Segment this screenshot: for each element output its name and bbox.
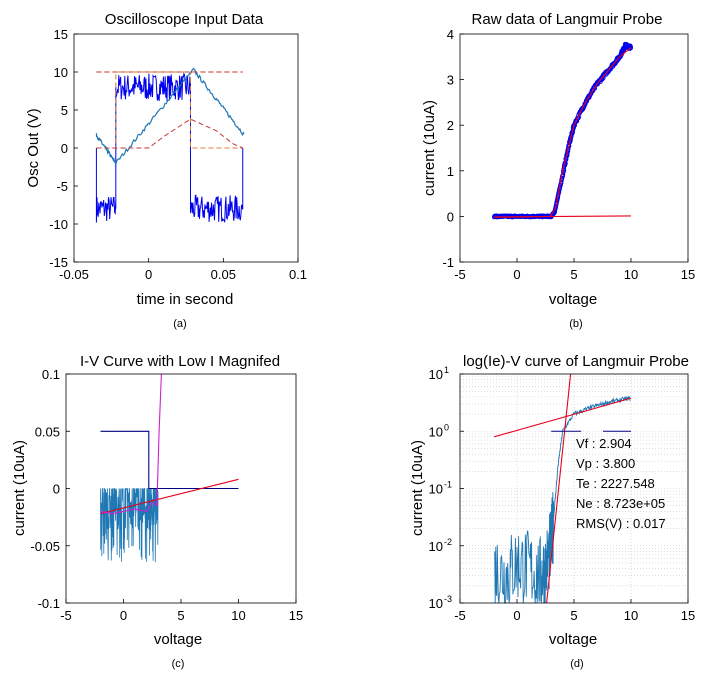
chart-b-series-2 [494, 215, 632, 218]
chart-b-xtick-label: 0 [513, 267, 520, 282]
chart-d-xtick-label: 10 [624, 608, 638, 623]
chart-b-ytick-label: 2 [447, 118, 454, 133]
chart-a-ylabel: Osc Out (V) [25, 108, 42, 187]
chart-d-xtick-label: 5 [570, 608, 577, 623]
chart-c-plot-area: -5 0 5 10 15 -0.1 -0.05 0 0.05 0.1 [30, 367, 303, 623]
chart-b-title: Raw data of Langmuir Probe [472, 11, 663, 28]
chart-a-series-0 [95, 72, 244, 223]
chart-a-ytick-label: -10 [49, 217, 68, 232]
chart-a-ytick-label: 0 [61, 141, 68, 156]
chart-b-ytick-label: 1 [447, 164, 454, 179]
chart-d-ytick-exponent: -2 [444, 537, 452, 547]
chart-c-series-3 [100, 373, 162, 515]
chart-b-ytick-label: 0 [447, 209, 454, 224]
chart-c-xtick-label: 15 [289, 608, 303, 623]
chart-d-annotation: RMS(V) : 0.017 [576, 516, 666, 531]
chart-d-xlabel: voltage [549, 631, 597, 648]
chart-d-annotation: Vf : 2.904 [576, 436, 632, 451]
chart-b-ytick-label: 3 [447, 73, 454, 88]
chart-a-series-4 [96, 118, 243, 149]
chart-b-axes-box [459, 33, 689, 263]
chart-d-xtick-label: -5 [454, 608, 466, 623]
chart-b-ytick-label: -1 [442, 255, 454, 270]
chart-b-ylabel: current (10uA) [421, 100, 438, 196]
chart-d: log(Ie)-V curve of Langmuir Probe voltag… [409, 353, 695, 670]
chart-a-ytick-label: 5 [61, 103, 68, 118]
chart-d-ytick-label: 10 [429, 424, 443, 439]
chart-d-annotation: Te : 2227.548 [576, 476, 655, 491]
chart-d-ytick-label: 10 [429, 482, 443, 497]
chart-a-xtick-label: 0.1 [289, 267, 307, 282]
chart-a-series-1 [95, 67, 245, 167]
chart-a-xlabel: time in second [137, 291, 234, 308]
chart-c-xtick-label: 5 [177, 608, 184, 623]
chart-c-series-2 [100, 478, 239, 515]
chart-a-ytick-label: -15 [49, 255, 68, 270]
chart-a-ytick-label: 10 [54, 65, 68, 80]
chart-d-xtick-label: 15 [681, 608, 695, 623]
chart-d-ytick-exponent: -1 [444, 480, 452, 490]
chart-d-annotation: Vp : 3.800 [576, 456, 635, 471]
chart-b: Raw data of Langmuir Probe voltage curre… [421, 11, 695, 330]
chart-d-ytick-exponent: 1 [444, 365, 449, 375]
chart-c-series-0 [100, 488, 159, 563]
chart-d-title: log(Ie)-V curve of Langmuir Probe [463, 353, 689, 370]
chart-b-xtick-label: 5 [570, 267, 577, 282]
chart-c-ytick-label: 0.1 [42, 367, 60, 382]
chart-a-title: Oscilloscope Input Data [105, 11, 264, 28]
chart-b-caption: (b) [569, 318, 582, 330]
chart-c: I-V Curve with Low I Magnifed voltage cu… [11, 353, 303, 670]
chart-b-series-1 [494, 47, 632, 218]
chart-d-series-2 [494, 397, 632, 438]
chart-c-caption: (c) [172, 658, 185, 670]
chart-b-xtick-label: -5 [454, 267, 466, 282]
chart-c-xlabel: voltage [154, 631, 202, 648]
chart-c-xtick-label: 10 [231, 608, 245, 623]
chart-d-xtick-label: 0 [513, 608, 520, 623]
chart-b-xtick-label: 15 [681, 267, 695, 282]
chart-a-xtick-label: 0.05 [211, 267, 236, 282]
chart-c-ytick-label: 0.05 [35, 424, 60, 439]
chart-d-caption: (d) [570, 658, 583, 670]
chart-d-series-1 [546, 373, 572, 604]
chart-d-annotation: Ne : 8.723e+05 [576, 496, 665, 511]
chart-a-xtick-label: 0 [145, 267, 152, 282]
chart-d-ytick-label: 10 [429, 539, 443, 554]
chart-a-caption: (a) [173, 318, 186, 330]
chart-c-ytick-label: -0.05 [30, 539, 60, 554]
chart-a-plot-area: -0.05 0 0.05 0.1 -15 -10 -5 0 5 10 15 [49, 27, 307, 282]
chart-c-title: I-V Curve with Low I Magnifed [80, 353, 280, 370]
chart-c-xtick-label: 0 [120, 608, 127, 623]
chart-a-ytick-label: -5 [56, 179, 68, 194]
chart-c-series-1 [100, 430, 239, 490]
chart-d-ytick-exponent: 0 [444, 422, 449, 432]
chart-d-ytick-label: 10 [429, 367, 443, 382]
chart-c-xtick-label: -5 [60, 608, 72, 623]
chart-c-ytick-label: -0.1 [38, 596, 60, 611]
chart-a-ytick-label: 15 [54, 27, 68, 42]
chart-b-plot-area: -5 0 5 10 15 -1 0 1 2 3 4 [442, 27, 695, 282]
chart-b-ytick-label: 4 [447, 27, 454, 42]
chart-d-ytick-exponent: -3 [444, 594, 452, 604]
chart-b-series-0-point [628, 45, 634, 51]
chart-a-xtick-label: -0.05 [59, 267, 89, 282]
chart-c-ylabel: current (10uA) [11, 440, 28, 536]
chart-d-ytick-label: 10 [429, 596, 443, 611]
chart-c-ytick-label: 0 [53, 482, 60, 497]
chart-b-xtick-label: 10 [624, 267, 638, 282]
chart-d-ylabel: current (10uA) [409, 440, 426, 536]
chart-a: Oscilloscope Input Data time in second O… [25, 11, 307, 330]
chart-b-xlabel: voltage [549, 291, 597, 308]
